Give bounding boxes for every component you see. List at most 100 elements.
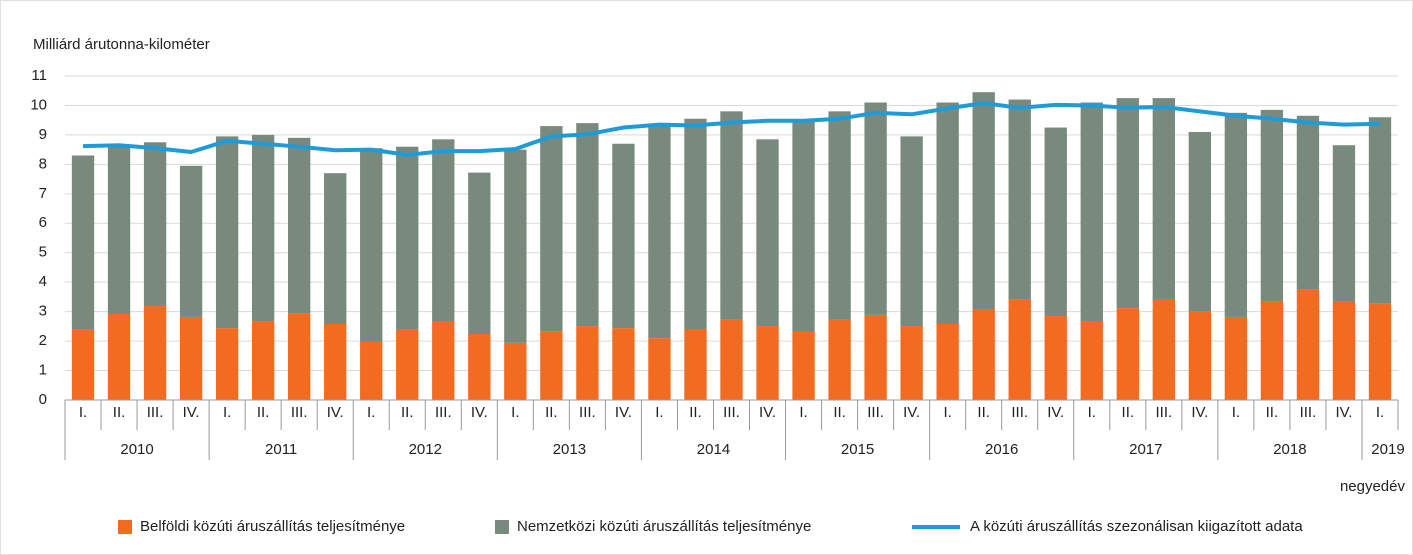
bar-segment	[540, 331, 563, 400]
year-label: 2017	[1129, 441, 1162, 458]
year-label: 2012	[409, 441, 442, 458]
bar-segment	[324, 324, 347, 400]
bar-segment	[143, 142, 167, 307]
bar-segment	[1224, 112, 1248, 317]
bar-segment	[756, 326, 779, 400]
bar-segment	[468, 334, 491, 400]
bar-segment	[1368, 303, 1392, 400]
x-tick-label: II.	[1266, 404, 1279, 421]
bar-segment	[1296, 115, 1320, 290]
x-tick-label: II.	[689, 404, 702, 421]
bar-segment	[1116, 98, 1139, 309]
legend-label: A közúti áruszállítás szezonálisan kiiga…	[970, 518, 1303, 535]
year-label: 2019	[1371, 441, 1404, 458]
bar-segment	[143, 306, 167, 400]
legend-swatch	[118, 520, 132, 534]
bar-segment	[179, 316, 203, 400]
bar-segment	[1008, 99, 1031, 300]
x-tick-label: III.	[435, 404, 452, 421]
bar-segment	[1332, 145, 1356, 302]
bar-segment	[684, 118, 707, 330]
year-label: 2014	[697, 441, 730, 458]
bar-segment	[1296, 289, 1320, 400]
x-tick-label: I.	[1232, 404, 1240, 421]
bar-segment	[576, 123, 599, 327]
bar-segment	[1116, 308, 1139, 400]
x-tick-label: III.	[147, 404, 164, 421]
x-tick-label: III.	[579, 404, 596, 421]
bar-segment	[900, 326, 923, 400]
bar-segment	[756, 139, 779, 327]
bar-segment	[432, 321, 455, 400]
legend-swatch	[495, 520, 509, 534]
year-label: 2011	[265, 441, 297, 458]
x-tick-label: IV.	[327, 404, 344, 421]
x-tick-label: I.	[1376, 404, 1384, 421]
x-tick-label: II.	[977, 404, 990, 421]
y-tick-label: 9	[39, 126, 47, 143]
y-tick-label: 7	[39, 185, 47, 202]
y-tick-label: 1	[39, 362, 47, 379]
y-tick-label: 0	[39, 391, 47, 408]
bar-segment	[1152, 98, 1175, 299]
bar-segment	[179, 165, 203, 317]
x-tick-label: I.	[799, 404, 807, 421]
x-tick-label: I.	[79, 404, 87, 421]
x-tick-label: I.	[223, 404, 231, 421]
bar-segment	[648, 338, 671, 400]
year-label: 2016	[985, 441, 1018, 458]
bar-segment	[468, 172, 491, 335]
bar-segment	[648, 124, 671, 339]
year-label: 2010	[120, 441, 153, 458]
x-tick-label: IV.	[1335, 404, 1352, 421]
bar-segment	[71, 329, 95, 400]
bar-segment	[360, 341, 383, 400]
year-label: 2013	[553, 441, 586, 458]
bar-segment	[1260, 301, 1284, 400]
bar-segment	[612, 143, 635, 329]
bar-segment	[792, 331, 815, 400]
x-tick-label: IV.	[471, 404, 488, 421]
bar-segment	[540, 126, 563, 332]
x-tick-label: II.	[257, 404, 270, 421]
x-tick-label: IV.	[1191, 404, 1208, 421]
x-tick-label: III.	[291, 404, 308, 421]
x-tick-label: I.	[511, 404, 519, 421]
bar-segment	[828, 319, 851, 400]
bar-segment	[720, 111, 743, 320]
bar-segment	[107, 313, 131, 400]
bar-segment	[1188, 311, 1212, 400]
x-tick-label: III.	[723, 404, 740, 421]
line	[82, 101, 1381, 157]
x-tick-label: II.	[401, 404, 414, 421]
bar-segment	[71, 155, 95, 330]
bar-segment	[900, 136, 923, 327]
x-tick-label: II.	[833, 404, 846, 421]
bar-segment	[720, 319, 743, 400]
bar-segment	[864, 102, 887, 315]
bar-segment	[1368, 117, 1392, 304]
bar-segment	[432, 139, 455, 322]
y-tick-label: 8	[39, 155, 47, 172]
bar-segment	[972, 308, 995, 400]
legend-label: Nemzetközi közúti áruszállítás teljesítm…	[517, 518, 811, 535]
bar-segment	[936, 324, 959, 400]
bar-segment	[215, 328, 239, 400]
y-tick-label: 4	[39, 273, 47, 290]
bar-segment	[1152, 298, 1175, 400]
bar-segment	[1044, 316, 1067, 400]
bar-segment	[864, 314, 887, 400]
bar-segment	[1188, 131, 1212, 312]
y-axis-label: Milliárd árutonna-kilométer	[33, 36, 210, 53]
bar-segment	[288, 137, 311, 314]
x-tick-label: III.	[1155, 404, 1172, 421]
bar-segment	[828, 111, 851, 320]
y-tick-label: 6	[39, 214, 47, 231]
bar-segment	[1260, 109, 1284, 302]
bar-segment	[936, 102, 959, 325]
x-tick-label: II.	[1122, 404, 1135, 421]
x-tick-label: II.	[113, 404, 126, 421]
year-label: 2018	[1273, 441, 1306, 458]
